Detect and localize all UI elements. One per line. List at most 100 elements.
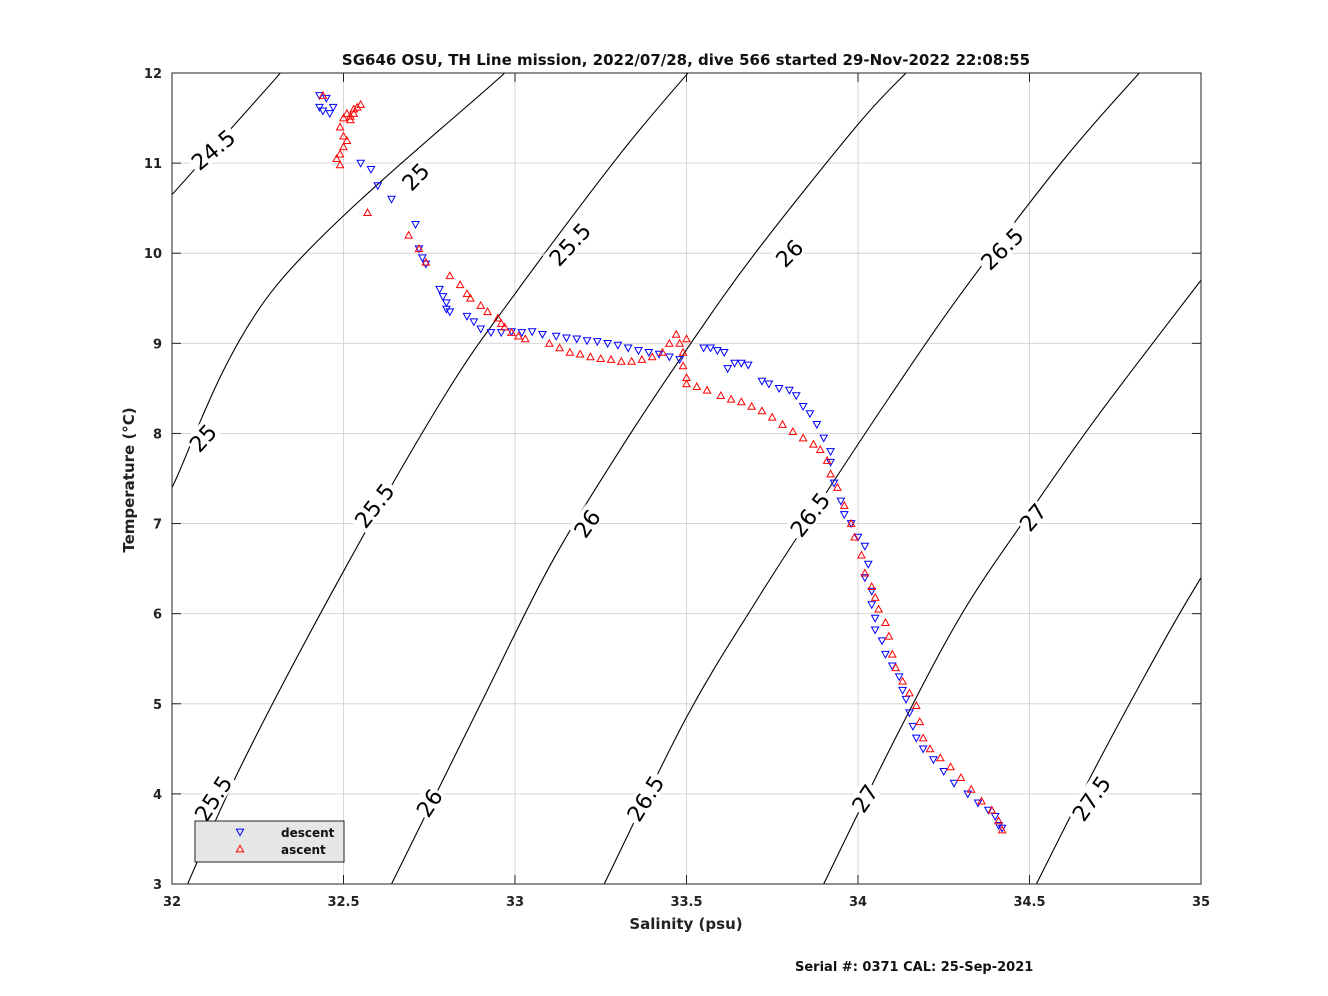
serial-cal-footer: Serial #: 0371 CAL: 25-Sep-2021 [795, 960, 1033, 975]
ascent-point [616, 356, 626, 365]
ascent-point [905, 688, 914, 697]
ascent-point [647, 352, 657, 361]
descent-point [918, 745, 928, 754]
descent-point [829, 479, 839, 488]
descent-point [973, 799, 983, 808]
ascent-point [778, 419, 787, 428]
descent-point [819, 434, 829, 443]
descent-point [826, 458, 836, 467]
ascent-point [736, 397, 746, 406]
ascent-point [342, 108, 352, 117]
ascent-point [637, 354, 647, 363]
ascent-point [342, 135, 352, 144]
ascent-point [332, 153, 342, 162]
descent-point [774, 385, 784, 394]
ascent-point [520, 334, 530, 343]
descent-point [318, 107, 328, 116]
isopycnal-24.5 [172, 73, 282, 196]
ascent-point [465, 293, 475, 302]
ascent-point [856, 550, 866, 559]
x-tick-label: 34.5 [1013, 895, 1045, 910]
descent-point [411, 221, 420, 230]
ascent-point [832, 482, 842, 491]
descent-point [613, 341, 623, 350]
y-tick-label: 8 [153, 427, 162, 442]
ascent-point [335, 160, 345, 169]
y-tick-label: 4 [153, 788, 162, 803]
descent-point [990, 813, 1000, 822]
ascent-point [839, 500, 849, 509]
descent-point [894, 673, 904, 682]
descent-point [699, 344, 709, 353]
ascent-point [956, 773, 966, 782]
ascent-point [918, 733, 928, 742]
descent-point [736, 359, 746, 368]
descent-point [551, 332, 561, 341]
ascent-point [500, 322, 510, 331]
ascent-point [915, 717, 925, 726]
x-tick-label: 34 [849, 895, 867, 910]
descent-point [860, 542, 870, 551]
descent-point [373, 182, 383, 191]
ascent-point [586, 352, 595, 361]
descent-point [836, 497, 846, 506]
ascent-point [345, 115, 355, 124]
isopycnal-contours [172, 73, 1201, 884]
ascent-point [891, 663, 901, 672]
ascent-point [596, 354, 606, 363]
descent-point [743, 361, 753, 370]
descent-point [486, 329, 496, 338]
isopycnal-25.5 [187, 73, 691, 884]
ascent-point [462, 289, 472, 298]
descent-point [435, 285, 444, 294]
descent-point [880, 650, 890, 659]
ascent-point [987, 805, 997, 814]
ascent-point [867, 582, 877, 591]
x-tick-label: 32.5 [327, 895, 359, 910]
ascent-point [767, 412, 777, 421]
ascent-point [455, 280, 465, 289]
grid-lines [172, 73, 1201, 884]
data-points [315, 90, 1007, 834]
ascent-point [627, 356, 637, 365]
ascent-point [349, 108, 359, 117]
ascent-point [870, 592, 880, 601]
descent-point [592, 338, 602, 347]
descent-point [905, 709, 914, 718]
ascent-point [335, 149, 345, 158]
ascent-point [513, 331, 523, 340]
descent-point [764, 380, 774, 389]
descent-point [994, 822, 1004, 831]
descent-point [527, 328, 537, 337]
ascent-point [977, 796, 986, 805]
ascent-point [664, 338, 674, 347]
ascent-point [747, 401, 757, 410]
ascent-point [925, 744, 935, 753]
y-tick-label: 9 [153, 337, 162, 352]
isopycnal-26.5 [603, 73, 1140, 884]
descent-point [328, 103, 338, 112]
legend-marker-ascent [235, 844, 245, 853]
ascent-point [363, 208, 372, 217]
descent-point [939, 767, 949, 776]
ascent-point [935, 753, 945, 762]
descent-point [898, 686, 908, 695]
ascent-point [658, 347, 667, 356]
descent-point [441, 299, 451, 308]
descent-point [469, 318, 479, 327]
descent-point [839, 511, 849, 520]
chart-title: SG646 OSU, TH Line mission, 2022/07/28, … [342, 51, 1030, 69]
ascent-point [822, 455, 832, 464]
descent-point [582, 337, 592, 346]
x-tick-label: 35 [1192, 895, 1210, 910]
ascent-point [555, 343, 565, 352]
ascent-point [798, 433, 808, 442]
ascent-point [496, 318, 506, 327]
ascent-point [815, 445, 825, 454]
legend-box [194, 820, 345, 863]
descent-point [706, 344, 715, 353]
descent-point [387, 195, 396, 204]
ascent-point [788, 427, 798, 436]
descent-point [784, 386, 794, 395]
descent-point [476, 325, 486, 334]
